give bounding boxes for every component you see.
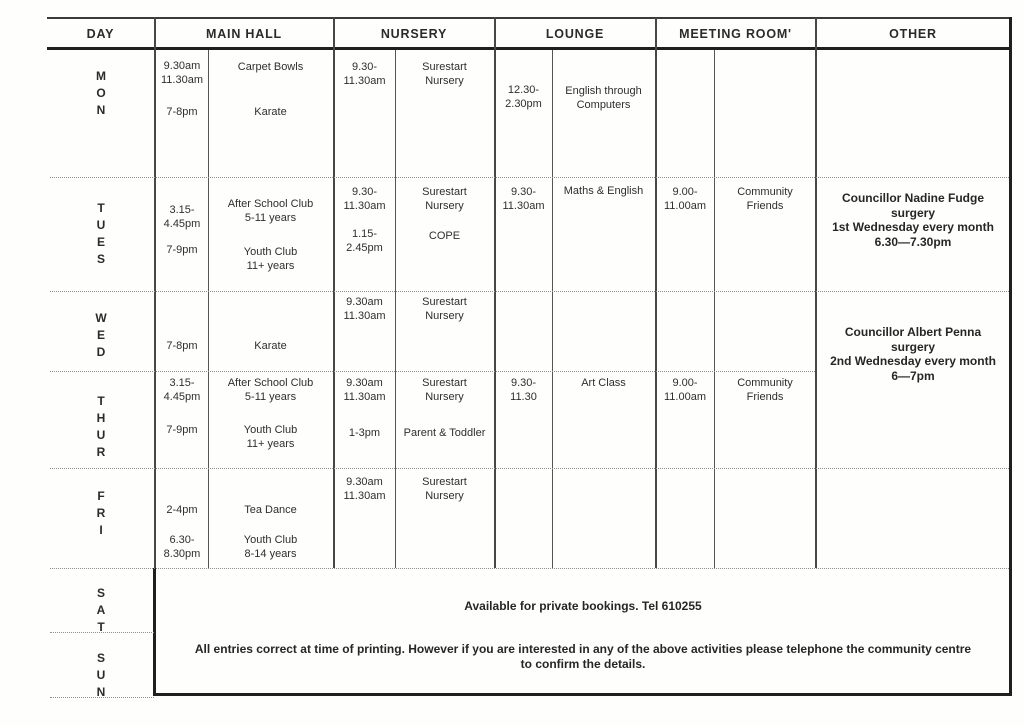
cell-thur-lounge-activity-1: Art Class <box>581 377 626 389</box>
cell-thur-nursery-activity-2: Parent & Toddler <box>403 427 486 439</box>
cell-tues-mainhall-activity-1: After School Club 5-11 years <box>227 198 314 224</box>
cell-tues-meeting-activity-1: Community Friends <box>737 186 793 212</box>
subcolumn-line-lounge <box>552 50 553 568</box>
cell-wed-mainhall-activity-1: Karate <box>254 340 287 352</box>
table-top-border <box>47 17 1010 19</box>
day-column-bottom-divider <box>50 697 154 698</box>
other-note-nadine-fudge: Councillor Nadine Fudge surgery 1st Wedn… <box>818 191 1008 249</box>
table-right-border <box>1009 17 1012 696</box>
cell-thur-nursery-time-1: 9.30am 11.30am <box>343 377 386 403</box>
subcolumn-line-nursery <box>395 50 396 568</box>
footer-disclaimer: All entries correct at time of printing.… <box>194 642 972 671</box>
cell-thur-mainhall-time-2: 7-9pm <box>166 424 198 436</box>
cell-fri-nursery-activity-1: Surestart Nursery <box>422 476 467 502</box>
cell-fri-nursery-time-1: 9.30am 11.30am <box>343 476 386 502</box>
cell-fri-mainhall-activity-1: Tea Dance <box>244 504 297 516</box>
row-divider-thur-fri <box>50 468 1009 469</box>
footer-private-bookings: Available for private bookings. Tel 6102… <box>464 599 702 613</box>
cell-tues-lounge-activity-1: Maths & English <box>563 185 644 197</box>
day-label-sat: SAT <box>94 586 108 637</box>
row-divider-fri-sat <box>50 568 1009 569</box>
cell-thur-mainhall-activity-1: After School Club 5-11 years <box>227 377 314 403</box>
cell-fri-mainhall-time-1: 2-4pm <box>166 504 198 516</box>
day-label-mon: MON <box>94 69 108 120</box>
cell-wed-mainhall-time-1: 7-8pm <box>166 340 198 352</box>
cell-thur-mainhall-time-1: 3.15- 4.45pm <box>163 377 201 403</box>
row-divider-wed-thur <box>50 371 815 372</box>
subcolumn-line-mainhall <box>208 50 209 568</box>
column-line-nursery <box>494 17 496 568</box>
cell-wed-nursery-time-1: 9.30am 11.30am <box>343 296 386 322</box>
cell-thur-meeting-time-1: 9.00- 11.00am <box>664 377 706 403</box>
header-lounge: LOUNGE <box>545 27 605 41</box>
cell-mon-mainhall-activity-1: Carpet Bowls <box>237 61 304 73</box>
day-label-sun: SUN <box>94 651 108 702</box>
cell-mon-lounge-activity-1: English through Computers <box>565 85 642 111</box>
cell-thur-lounge-time-1: 9.30- 11.30 <box>510 377 537 403</box>
cell-tues-nursery-activity-1: Surestart Nursery <box>422 186 467 212</box>
cell-tues-nursery-time-1: 9.30- 11.30am <box>343 186 386 212</box>
cell-wed-nursery-activity-1: Surestart Nursery <box>422 296 467 322</box>
cell-mon-mainhall-activity-2: Karate <box>254 106 287 118</box>
cell-fri-mainhall-time-2: 6.30- 8.30pm <box>163 534 201 560</box>
cell-mon-mainhall-time-2: 7-8pm <box>166 106 198 118</box>
column-line-lounge <box>655 17 657 568</box>
header-main-hall: MAIN HALL <box>206 27 282 41</box>
cell-tues-mainhall-time-2: 7-9pm <box>166 244 198 256</box>
row-divider-mon-tues <box>50 177 1009 178</box>
cell-tues-meeting-time-1: 9.00- 11.00am <box>664 186 706 212</box>
day-label-fri: FRI <box>94 489 108 540</box>
day-label-wed: WED <box>94 311 108 362</box>
header-meeting-room: MEETING ROOM' <box>679 27 792 41</box>
column-line-day <box>154 17 156 568</box>
cell-tues-lounge-time-1: 9.30- 11.30am <box>502 186 545 212</box>
day-label-thur: THUR <box>94 394 108 462</box>
header-nursery: NURSERY <box>380 27 448 41</box>
column-line-mainhall <box>333 17 335 568</box>
cell-fri-mainhall-activity-2: Youth Club 8-14 years <box>243 534 298 560</box>
footer-box-left-border <box>153 568 156 696</box>
header-other: OTHER <box>889 27 937 41</box>
header-underline <box>47 47 1010 50</box>
cell-tues-mainhall-activity-2: Youth Club 11+ years <box>243 246 298 272</box>
cell-thur-meeting-activity-1: Community Friends <box>737 377 793 403</box>
row-divider-tues-wed <box>50 291 1009 292</box>
cell-thur-nursery-time-2: 1-3pm <box>348 427 381 439</box>
cell-mon-nursery-activity-1: Surestart Nursery <box>422 61 467 87</box>
header-day: DAY <box>86 27 115 41</box>
other-note-albert-penna: Councillor Albert Penna surgery 2nd Wedn… <box>818 325 1008 383</box>
column-line-meetingroom <box>815 17 817 568</box>
cell-thur-nursery-activity-1: Surestart Nursery <box>422 377 467 403</box>
cell-tues-mainhall-time-1: 3.15- 4.45pm <box>163 204 201 230</box>
row-divider-sat-sun <box>50 632 154 633</box>
day-label-tues: TUES <box>94 201 108 269</box>
cell-thur-mainhall-activity-2: Youth Club 11+ years <box>243 424 298 450</box>
subcolumn-line-meetingroom <box>714 50 715 568</box>
table-bottom-border <box>153 693 1012 696</box>
cell-mon-nursery-time-1: 9.30- 11.30am <box>343 61 386 87</box>
cell-tues-nursery-activity-2: COPE <box>428 230 461 242</box>
cell-mon-mainhall-time-1: 9.30am 11.30am <box>161 60 203 86</box>
cell-tues-nursery-time-2: 1.15- 2.45pm <box>346 228 383 254</box>
cell-mon-lounge-time-1: 12.30- 2.30pm <box>505 84 542 110</box>
